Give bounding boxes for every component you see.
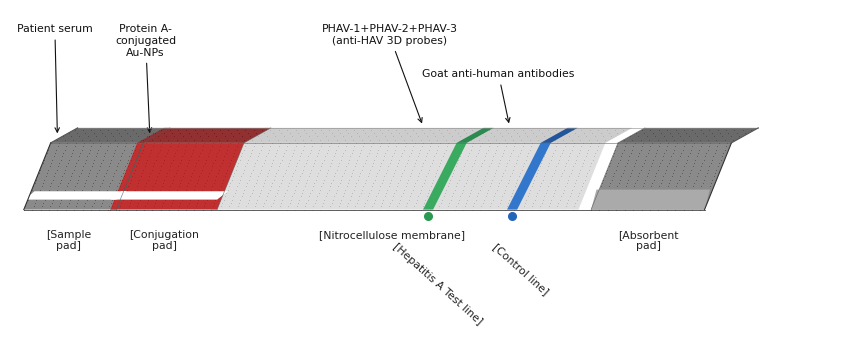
Polygon shape [591,143,732,209]
Text: [Control line]: [Control line] [491,241,550,296]
Polygon shape [618,128,758,143]
Polygon shape [110,143,244,209]
Polygon shape [110,191,228,200]
Polygon shape [24,143,143,209]
Polygon shape [24,191,127,200]
Polygon shape [238,128,632,143]
Polygon shape [457,128,493,143]
Text: [Absorbent
pad]: [Absorbent pad] [618,230,678,251]
Text: [Sample
pad]: [Sample pad] [46,230,91,251]
Polygon shape [507,143,551,209]
Text: PHAV-1+PHAV-2+PHAV-3
(anti-HAV 3D probes): PHAV-1+PHAV-2+PHAV-3 (anti-HAV 3D probes… [321,24,458,122]
Polygon shape [137,128,271,143]
Text: Patient serum: Patient serum [17,24,93,132]
Text: [Hepatitis A Test line]: [Hepatitis A Test line] [391,241,484,326]
Polygon shape [212,143,606,209]
Text: Goat anti-human antibodies: Goat anti-human antibodies [422,70,574,122]
Polygon shape [51,128,170,143]
Polygon shape [423,143,467,209]
Polygon shape [541,128,578,143]
Text: [Nitrocellulose membrane]: [Nitrocellulose membrane] [319,230,465,240]
Text: Protein A-
conjugated
Au-NPs: Protein A- conjugated Au-NPs [115,24,176,132]
Text: [Conjugation
pad]: [Conjugation pad] [129,230,199,251]
Polygon shape [591,190,710,209]
